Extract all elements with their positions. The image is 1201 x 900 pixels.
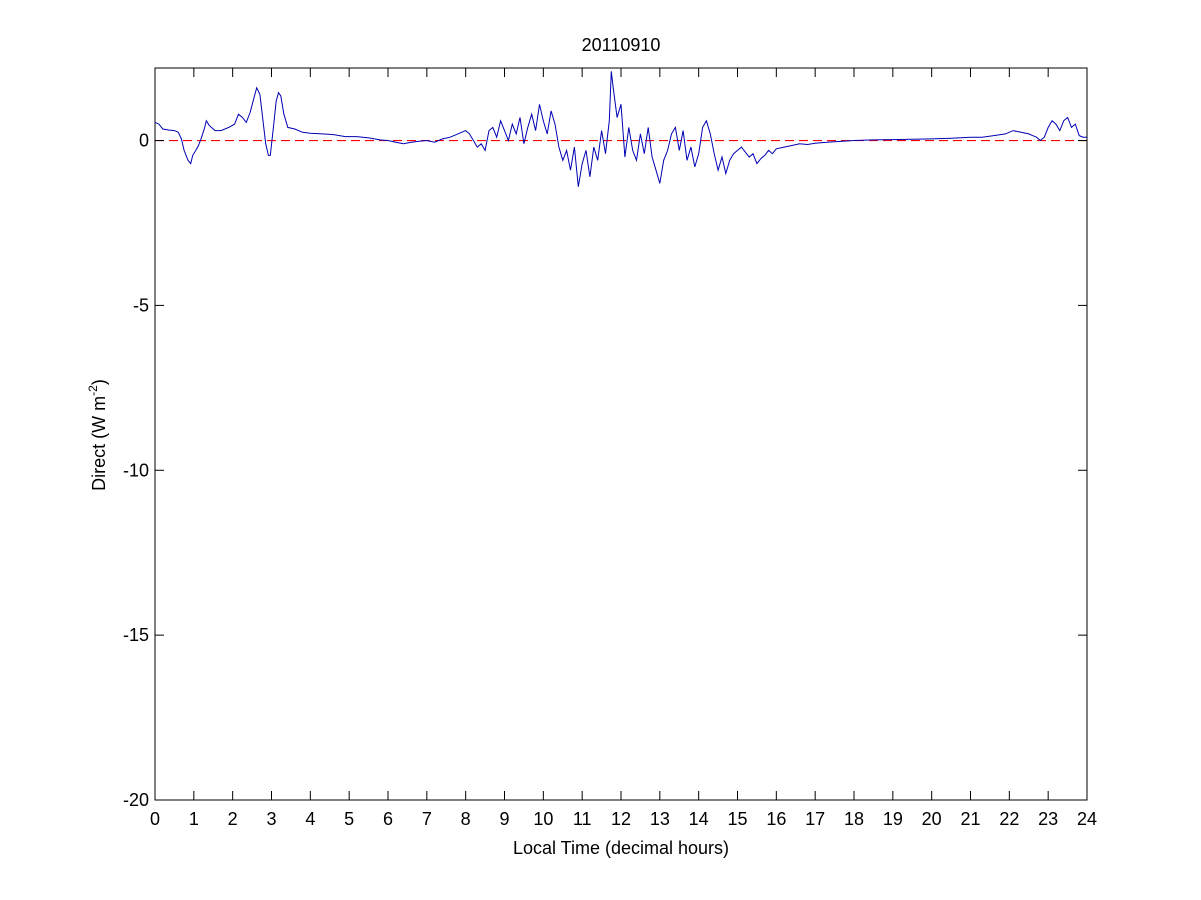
x-tick-label: 22 — [999, 809, 1019, 829]
x-tick-label: 24 — [1077, 809, 1097, 829]
axes-box — [154, 67, 1088, 801]
x-tick-label: 17 — [805, 809, 825, 829]
y-tick-label: -10 — [123, 460, 149, 480]
x-tick-label: 2 — [228, 809, 238, 829]
data-series-line — [154, 71, 1087, 187]
x-tick-label: 18 — [844, 809, 864, 829]
x-tick-label: 14 — [689, 809, 709, 829]
y-axis-label-suffix: ) — [89, 379, 109, 385]
x-tick-label: 15 — [727, 809, 747, 829]
y-tick-label: 0 — [139, 131, 149, 151]
x-tick-label: 16 — [766, 809, 786, 829]
y-tick-label: -20 — [123, 790, 149, 810]
x-tick-label: 21 — [960, 809, 980, 829]
y-axis-label: Direct (W m-2) — [86, 379, 109, 491]
x-tick-label: 10 — [533, 809, 553, 829]
x-tick-label: 20 — [922, 809, 942, 829]
y-tick-label: -5 — [133, 295, 149, 315]
y-axis-ticks: -20 -15 -10 -5 0 — [123, 131, 1087, 810]
plot-area: 0 1 2 3 4 5 6 7 8 9 10 11 12 13 14 15 16 17 18 19 20 21 22 23 24… — [123, 67, 1097, 829]
y-axis-label-base: Direct (W m — [89, 396, 109, 491]
x-tick-label: 7 — [422, 809, 432, 829]
x-tick-label: 0 — [150, 809, 160, 829]
x-tick-label: 11 — [573, 809, 592, 829]
chart-title: 20110910 — [582, 35, 661, 55]
x-tick-label: 12 — [611, 809, 631, 829]
x-tick-label: 5 — [344, 809, 354, 829]
x-tick-label: 9 — [499, 809, 509, 829]
x-tick-label: 13 — [650, 809, 670, 829]
x-tick-label: 3 — [266, 809, 276, 829]
x-tick-label: 23 — [1038, 809, 1058, 829]
x-tick-label: 19 — [883, 809, 903, 829]
x-tick-label: 4 — [305, 809, 315, 829]
x-axis-label: Local Time (decimal hours) — [513, 838, 729, 858]
y-tick-label: -15 — [123, 625, 149, 645]
x-tick-label: 6 — [383, 809, 393, 829]
x-axis-ticks: 0 1 2 3 4 5 6 7 8 9 10 11 12 13 14 15 16 17 18 19 20 21 22 23 24 — [150, 68, 1097, 829]
x-tick-label: 1 — [189, 809, 199, 829]
x-tick-label: 8 — [461, 809, 471, 829]
y-axis-label-superscript: -2 — [86, 385, 100, 396]
